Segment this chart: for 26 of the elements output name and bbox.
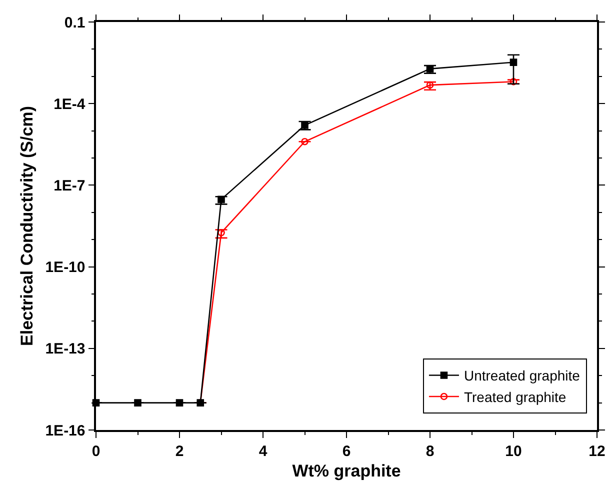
x-tick-label: 4 <box>258 442 268 460</box>
legend-label: Treated graphite <box>464 388 566 405</box>
x-tick-label: 8 <box>426 442 434 460</box>
point <box>176 399 184 406</box>
point <box>218 196 225 204</box>
x-tick-label: 10 <box>505 442 522 460</box>
point <box>301 138 308 146</box>
point <box>510 78 518 86</box>
point <box>426 81 434 89</box>
y-tick-label: 0.1 <box>64 14 86 32</box>
y-tick-label: 1E-4 <box>54 96 86 113</box>
x-tick-label: 2 <box>175 442 184 460</box>
point <box>426 65 434 72</box>
point <box>218 229 225 236</box>
y-tick-label: 1E-16 <box>45 422 86 440</box>
x-tick-label: 6 <box>342 442 351 460</box>
x-axis-title: Wt% graphite <box>292 462 401 481</box>
point <box>510 58 518 66</box>
x-tick-label: 12 <box>588 442 606 460</box>
y-tick-label: 1E-7 <box>54 177 86 194</box>
legend-label: Untreated graphite <box>464 368 580 384</box>
y-axis-title: Electrical Conductivity (S/cm) <box>17 106 36 346</box>
y-tick-label: 1E-10 <box>45 259 86 276</box>
x-tick-label: 0 <box>92 442 100 460</box>
point <box>134 399 142 406</box>
y-tick-label: 1E-13 <box>45 340 86 358</box>
